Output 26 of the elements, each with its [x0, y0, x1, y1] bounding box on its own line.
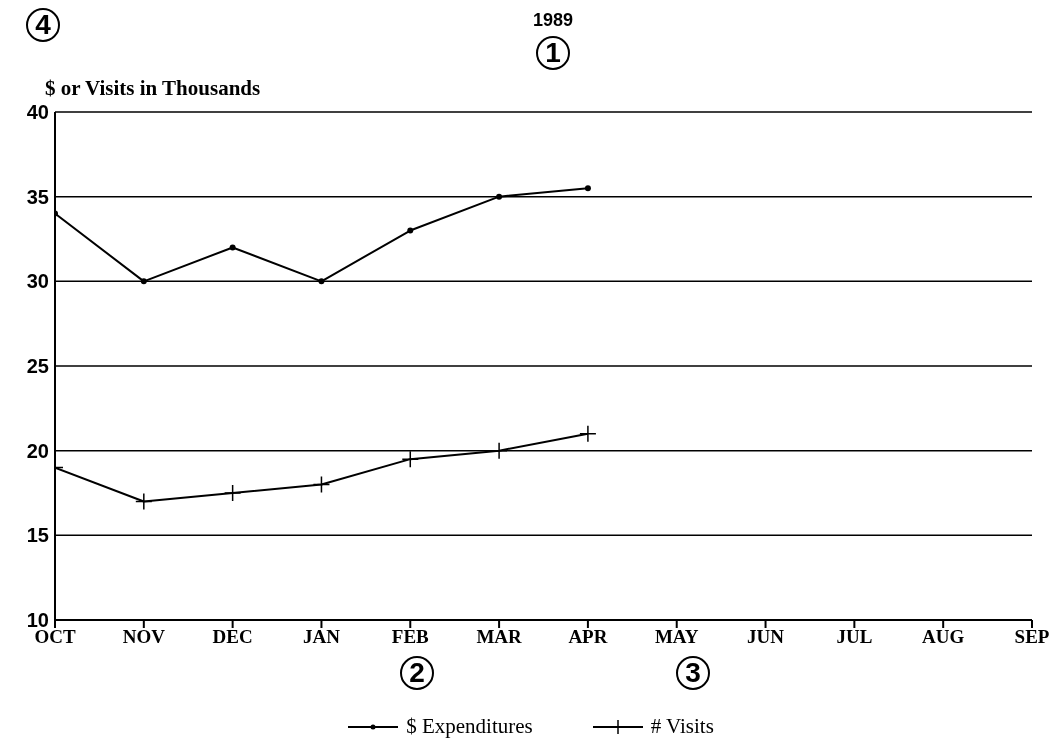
- x-tick-label: AUG: [922, 626, 965, 648]
- text: 4: [26, 8, 60, 42]
- x-tick-label: DEC: [212, 626, 253, 648]
- x-tick-label: OCT: [34, 626, 76, 648]
- x-tick-label: JAN: [302, 626, 341, 648]
- x-tick-label: APR: [568, 626, 608, 648]
- x-tick-label: FEB: [391, 626, 430, 648]
- y-tick-label: 40: [26, 101, 49, 124]
- y-tick-label: 20: [26, 439, 49, 462]
- y-axis-title: $ or Visits in Thousands: [45, 76, 261, 101]
- text: 1: [536, 36, 570, 70]
- chart-title: 1989: [531, 10, 574, 31]
- y-tick-label: 35: [26, 185, 49, 208]
- legend-label: # Visits: [650, 714, 714, 739]
- x-tick-label: SEP: [1014, 626, 1050, 648]
- text: 2: [400, 656, 434, 690]
- y-tick-label: 15: [26, 524, 49, 547]
- x-tick-label: JUL: [836, 626, 873, 648]
- x-tick-label: JUN: [747, 626, 785, 648]
- x-tick-label: MAR: [476, 626, 523, 648]
- text: 3: [676, 656, 710, 690]
- legend-label: $ Expenditures: [406, 714, 533, 739]
- x-tick-label: NOV: [122, 626, 166, 648]
- x-tick-label: MAY: [654, 626, 699, 648]
- y-tick-label: 25: [26, 355, 49, 378]
- y-tick-label: 30: [26, 270, 49, 293]
